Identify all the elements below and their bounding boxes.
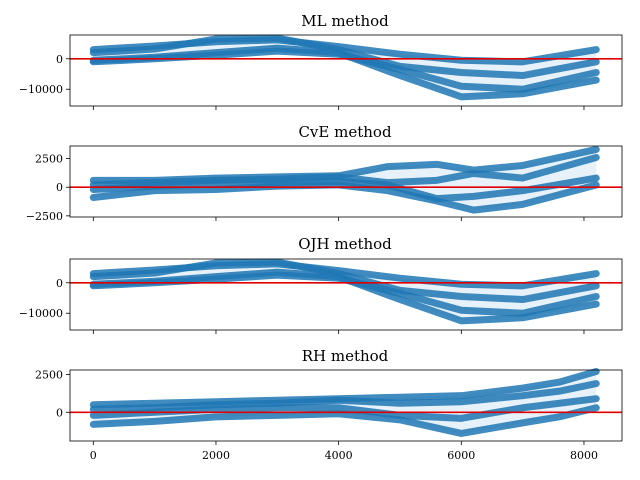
- panel-cve: CvE method 2500 0 −2500: [26, 123, 623, 223]
- x-tick-label: 8000: [570, 449, 598, 462]
- plot-frame: [69, 258, 623, 331]
- x-axis: [92, 217, 585, 221]
- y-tick-label: −2500: [26, 210, 63, 223]
- series-line-3: [89, 174, 600, 203]
- panel-title: ML method: [301, 12, 389, 30]
- y-tick-label: −10000: [19, 83, 63, 96]
- series-line-4: [89, 404, 600, 437]
- series-layer: [89, 34, 600, 101]
- plot-frame: [69, 34, 623, 107]
- plot-frame: [69, 369, 623, 442]
- y-tick-label: 0: [56, 277, 63, 290]
- y-axis: 0 −10000: [19, 277, 70, 320]
- panel-rh: RH method 2500 0 0 2000 4000 6000 8000: [35, 347, 623, 462]
- x-axis: [92, 106, 585, 110]
- band-layer: [93, 263, 597, 321]
- panel-title: OJH method: [298, 235, 392, 253]
- y-tick-label: 2500: [35, 153, 63, 166]
- x-tick-label: 6000: [447, 449, 475, 462]
- band-layer: [93, 39, 597, 97]
- x-tick-label: 0: [90, 449, 97, 462]
- panel-ojh: OJH method 0 −10000: [19, 235, 623, 334]
- y-axis: 0 −10000: [19, 53, 70, 96]
- x-axis: 0 2000 4000 6000 8000: [90, 441, 598, 462]
- series-line-1: [89, 368, 600, 409]
- x-axis: [92, 330, 585, 334]
- y-axis: 2500 0 −2500: [26, 153, 70, 223]
- y-axis: 2500 0: [35, 369, 70, 419]
- envelope-band: [93, 39, 597, 97]
- panel-ml: ML method 0 −10000: [19, 12, 623, 110]
- y-tick-label: 2500: [35, 369, 63, 382]
- y-tick-label: 0: [56, 181, 63, 194]
- plot-frame: [69, 145, 623, 218]
- envelope-band: [93, 263, 597, 321]
- x-tick-label: 4000: [325, 449, 353, 462]
- series-line-4: [89, 268, 600, 325]
- x-tick-label: 2000: [202, 449, 230, 462]
- y-tick-label: 0: [56, 53, 63, 66]
- panel-title: CvE method: [298, 123, 391, 141]
- y-tick-label: 0: [56, 406, 63, 419]
- y-tick-label: −10000: [19, 307, 63, 320]
- series-line-2: [89, 380, 600, 413]
- series-line-4: [89, 44, 600, 101]
- panel-title: RH method: [302, 347, 389, 365]
- series-layer: [89, 258, 600, 325]
